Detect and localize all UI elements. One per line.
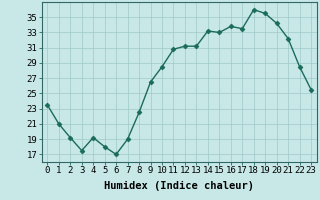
X-axis label: Humidex (Indice chaleur): Humidex (Indice chaleur) — [104, 181, 254, 191]
